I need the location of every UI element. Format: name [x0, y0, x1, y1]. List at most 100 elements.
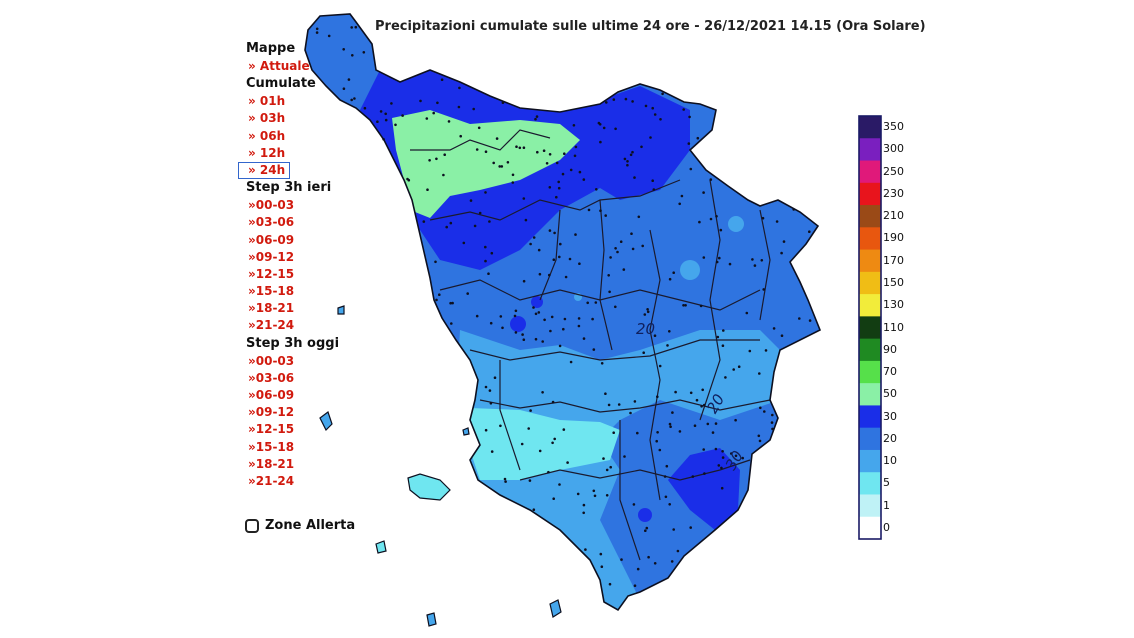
- link-oggi-00-03[interactable]: »00-03: [248, 353, 295, 368]
- station-dot: [551, 400, 555, 404]
- station-dot: [605, 468, 609, 472]
- link-ieri-00-03[interactable]: »00-03: [248, 198, 295, 213]
- station-dot: [557, 186, 561, 190]
- station-dot: [342, 48, 346, 51]
- station-dot: [582, 511, 585, 515]
- link-ieri-15-18[interactable]: »15-18: [248, 284, 295, 299]
- legend-swatch-190: [859, 227, 881, 251]
- station-dot: [623, 455, 626, 458]
- station-dot: [721, 344, 725, 348]
- station-dot: [619, 240, 623, 243]
- station-dot: [676, 549, 680, 553]
- station-dot: [586, 301, 589, 305]
- link-cum-12h[interactable]: » 12h: [248, 145, 286, 160]
- link-ieri-21-24[interactable]: »21-24: [248, 318, 295, 333]
- station-dot: [582, 178, 586, 181]
- link-oggi-09-12[interactable]: »09-12: [248, 405, 295, 420]
- station-dot: [484, 191, 487, 194]
- link-cum-24h[interactable]: » 24h: [238, 161, 290, 180]
- station-dot: [599, 552, 603, 556]
- link-oggi-15-18[interactable]: »15-18: [248, 439, 295, 454]
- station-dot: [568, 257, 572, 261]
- station-dot: [759, 406, 762, 410]
- link-ieri-18-21[interactable]: »18-21: [248, 301, 295, 316]
- station-dot: [751, 258, 754, 261]
- station-dot: [623, 157, 627, 161]
- legend-swatch-130: [859, 294, 881, 317]
- station-dot: [384, 112, 388, 116]
- station-dot: [514, 331, 518, 334]
- legend-label-300: 300: [883, 142, 904, 156]
- link-ieri-06-09[interactable]: »06-09: [248, 232, 295, 247]
- station-dot: [672, 528, 675, 531]
- section-mappe: Mappe: [246, 41, 296, 56]
- link-ieri-09-12[interactable]: »09-12: [248, 249, 295, 264]
- station-dot: [720, 466, 723, 470]
- station-dot: [469, 199, 473, 202]
- link-ieri-12-15[interactable]: »12-15: [248, 266, 295, 281]
- station-dot: [728, 262, 732, 266]
- province-boundaries: [410, 129, 771, 561]
- legend-swatch-70: [859, 360, 881, 384]
- station-dot: [688, 115, 691, 119]
- station-dots: [315, 25, 812, 587]
- station-dot: [559, 242, 562, 246]
- link-attuale[interactable]: » Attuale: [248, 59, 310, 73]
- station-dot: [587, 208, 591, 212]
- station-dot: [808, 230, 811, 233]
- station-dot: [682, 108, 685, 111]
- legend-swatch-30: [859, 405, 881, 429]
- legend-swatch-170: [859, 249, 881, 273]
- zone-allerta-toggle[interactable]: Zone Allerta: [245, 518, 355, 533]
- station-dot: [772, 327, 776, 330]
- station-dot: [711, 431, 715, 434]
- station-dot: [608, 582, 612, 586]
- station-dot: [572, 124, 576, 127]
- legend-label-170: 170: [883, 253, 904, 267]
- station-dot: [524, 218, 528, 222]
- station-dot: [569, 168, 573, 172]
- legend-swatch-0: [859, 516, 881, 540]
- link-oggi-12-15[interactable]: »12-15: [248, 422, 295, 437]
- station-dot: [706, 422, 710, 426]
- link-ieri-03-06[interactable]: »03-06: [248, 215, 295, 230]
- zone-allerta-checkbox[interactable]: [245, 518, 259, 533]
- station-dot: [691, 475, 695, 478]
- precipitation-map[interactable]: 20 20 30: [300, 0, 840, 638]
- link-oggi-21-24[interactable]: »21-24: [248, 473, 295, 488]
- station-dot: [327, 34, 331, 38]
- station-dot: [489, 402, 493, 405]
- station-dot: [537, 311, 541, 314]
- station-dot: [541, 340, 544, 343]
- legend-swatch-230: [859, 182, 881, 206]
- station-dot: [591, 317, 594, 321]
- link-cum-06h[interactable]: » 06h: [248, 128, 286, 143]
- section-step-oggi: Step 3h oggi: [246, 335, 340, 351]
- station-dot: [678, 430, 682, 433]
- station-dot: [447, 120, 451, 123]
- station-dot: [552, 258, 556, 262]
- link-oggi-06-09[interactable]: »06-09: [248, 388, 295, 402]
- station-dot: [668, 422, 672, 426]
- link-cum-03h[interactable]: » 03h: [248, 111, 286, 126]
- station-dot: [651, 179, 654, 182]
- station-dot: [602, 457, 605, 460]
- station-dot: [665, 464, 669, 468]
- station-dot: [659, 118, 662, 121]
- station-dot: [732, 368, 735, 371]
- station-dot: [457, 105, 461, 109]
- station-dot: [484, 259, 487, 263]
- station-dot: [714, 447, 718, 451]
- station-dot: [558, 344, 562, 348]
- legend-swatch-150: [859, 271, 881, 295]
- station-dot: [664, 495, 668, 499]
- station-dot: [501, 326, 504, 330]
- link-oggi-03-06[interactable]: »03-06: [248, 370, 295, 385]
- station-dot: [741, 456, 744, 460]
- station-dot: [764, 349, 768, 352]
- link-oggi-18-21[interactable]: »18-21: [248, 456, 295, 471]
- station-dot: [700, 405, 703, 408]
- link-cum-01h[interactable]: » 01h: [248, 94, 286, 109]
- station-dot: [672, 271, 675, 275]
- station-dot: [529, 242, 532, 246]
